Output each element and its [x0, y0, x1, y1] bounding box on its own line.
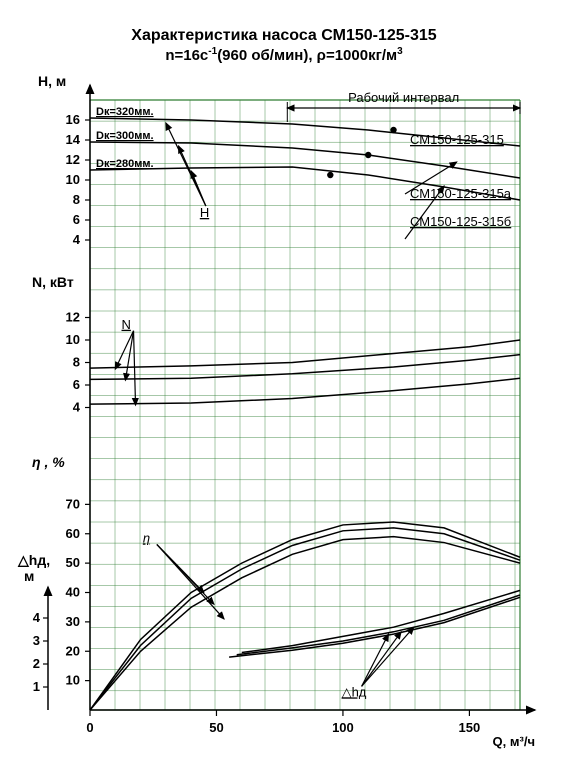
x-axis-label: Q, м³/ч [493, 734, 535, 749]
svg-text:12: 12 [66, 152, 80, 167]
svg-text:20: 20 [66, 643, 80, 658]
svg-text:70: 70 [66, 496, 80, 511]
svg-text:1: 1 [33, 679, 40, 694]
svg-text:12: 12 [66, 310, 80, 325]
svg-text:40: 40 [66, 585, 80, 600]
svg-text:8: 8 [73, 192, 80, 207]
n-axis-label: N, кВт [32, 274, 74, 290]
svg-text:16: 16 [66, 112, 80, 127]
dh-marker: △hд [342, 684, 367, 699]
svg-text:3: 3 [33, 633, 40, 648]
svg-text:60: 60 [66, 526, 80, 541]
svg-text:4: 4 [33, 610, 41, 625]
pump-chart: Характеристика насоса СМ150-125-315 n=16… [0, 0, 568, 779]
svg-text:4: 4 [73, 400, 81, 415]
svg-text:Dк=280мм.: Dк=280мм. [96, 158, 154, 170]
eta-axis-label: η , % [32, 454, 65, 470]
svg-text:30: 30 [66, 614, 80, 629]
dh-curve-2 [242, 590, 520, 652]
series-label-2: СМ150-125-315б [410, 214, 511, 229]
series-label-0: СМ150-125-315 [410, 132, 504, 147]
svg-text:8: 8 [73, 355, 80, 370]
svg-text:Dк=320мм.: Dк=320мм. [96, 106, 154, 118]
n-marker: N [122, 317, 131, 332]
svg-text:10: 10 [66, 332, 80, 347]
n-curve-0 [90, 340, 520, 368]
svg-text:Dк=300мм.: Dк=300мм. [96, 130, 154, 142]
working-range-label: Рабочий интервал [348, 90, 459, 105]
svg-text:0: 0 [86, 720, 93, 735]
curves [90, 118, 520, 710]
h-curve-1 [90, 142, 520, 178]
svg-text:100: 100 [332, 720, 354, 735]
dh-axis-label-2: м [24, 568, 34, 584]
h-marker: H [200, 205, 209, 220]
series-label-1: СМ150-125-315a [410, 186, 512, 201]
svg-text:50: 50 [209, 720, 223, 735]
svg-text:150: 150 [459, 720, 481, 735]
svg-text:6: 6 [73, 212, 80, 227]
svg-text:50: 50 [66, 555, 80, 570]
eta-curve-2 [90, 537, 520, 710]
svg-text:10: 10 [66, 673, 80, 688]
svg-text:14: 14 [66, 132, 81, 147]
dh-axis-label-1: △hд, [17, 552, 50, 568]
chart-title-2: n=16c-1(960 об/мин), ρ=1000кг/м3 [165, 46, 403, 64]
svg-text:2: 2 [33, 656, 40, 671]
svg-text:10: 10 [66, 172, 80, 187]
n-curve-2 [90, 378, 520, 404]
eta-marker: η [143, 530, 150, 545]
h-axis-label: H, м [38, 73, 66, 89]
chart-title-1: Характеристика насоса СМ150-125-315 [131, 27, 436, 44]
svg-text:4: 4 [73, 232, 81, 247]
svg-text:6: 6 [73, 377, 80, 392]
